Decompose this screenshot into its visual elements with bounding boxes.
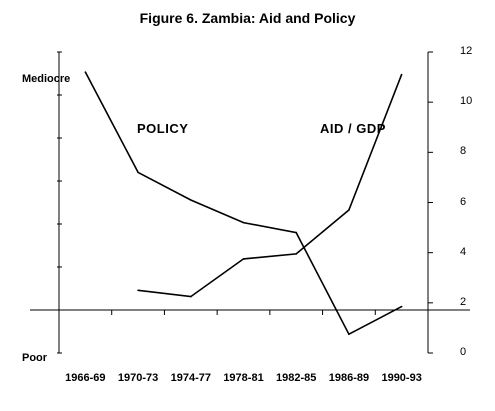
aid-series-label: AID / GDP <box>320 121 386 136</box>
policy-series-label: POLICY <box>137 121 189 136</box>
right-tick-label: 4 <box>460 245 467 258</box>
aid-gdp-line-point <box>189 295 192 298</box>
right-tick-label: 12 <box>460 45 473 57</box>
policy-line <box>84 71 402 336</box>
aid-gdp-line <box>138 74 403 298</box>
aid-gdp-line-point <box>400 73 403 76</box>
x-tick-label: 1970-73 <box>117 372 159 384</box>
policy-line-point <box>137 171 139 174</box>
right-tick-label: 6 <box>460 195 467 208</box>
aid-gdp-line-point <box>137 289 139 292</box>
x-tick-label: 1990-93 <box>381 372 422 384</box>
policy-line-point <box>348 333 350 335</box>
chart-title: Figure 6. Zambia: Aid and Policy <box>139 10 356 26</box>
policy-line-point <box>242 221 245 224</box>
x-tick-label: 1978-81 <box>223 372 264 384</box>
aid-gdp-line-point <box>348 209 350 211</box>
right-tick-label: 0 <box>460 346 467 358</box>
policy-line-point <box>400 305 403 308</box>
y-left-bottom-label: Poor <box>22 352 48 364</box>
x-tick-label: 1986-89 <box>328 372 370 384</box>
aid-gdp-line-point <box>242 258 245 260</box>
policy-line-point <box>189 199 192 201</box>
y-left-top-label: Mediocre <box>22 73 71 85</box>
policy-line-point <box>295 231 298 234</box>
x-tick-label: 1966-69 <box>65 372 106 384</box>
x-tick-label: 1982-85 <box>276 372 317 384</box>
right-tick-label: 10 <box>460 95 473 108</box>
right-tick-label: 2 <box>460 295 467 308</box>
x-tick-label: 1974-77 <box>170 372 211 384</box>
aid-gdp-line-point <box>295 253 298 255</box>
right-tick-label: 8 <box>460 145 467 158</box>
policy-line-point <box>84 71 87 73</box>
